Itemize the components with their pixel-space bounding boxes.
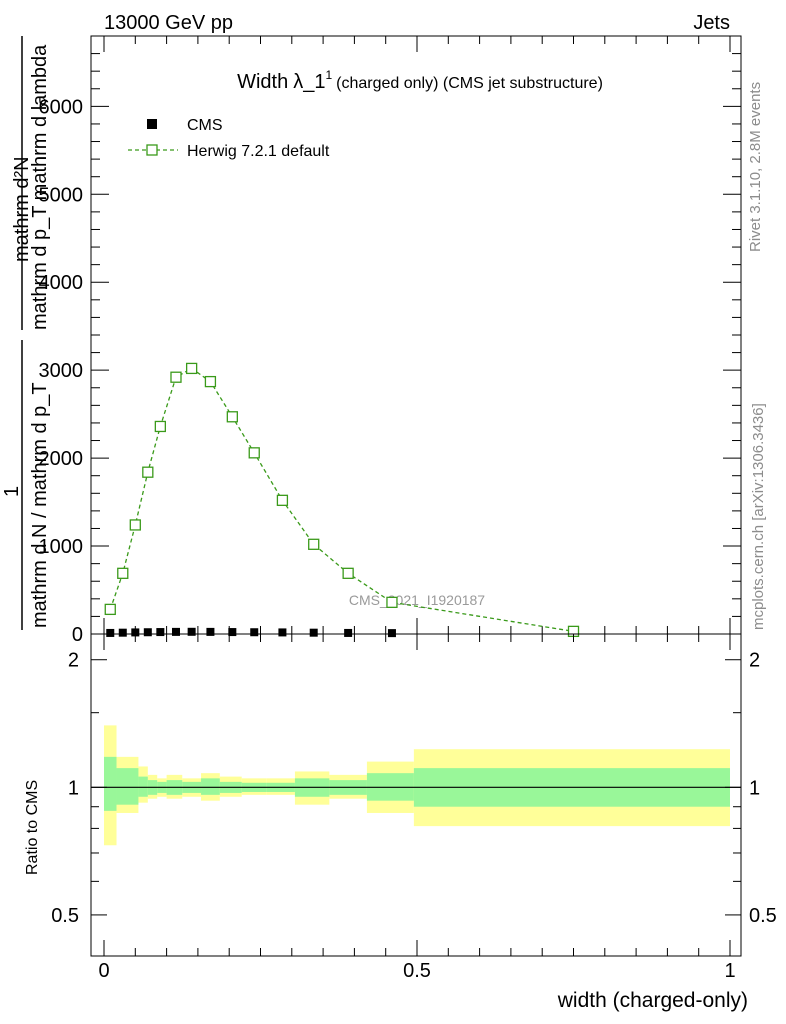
herwig-point (226, 411, 238, 423)
analysis-watermark: CMS_2021_I1920187 (349, 592, 485, 608)
herwig-point (117, 567, 129, 579)
ratio-bands (104, 725, 730, 846)
legend-herwig-label: Herwig 7.2.1 default (187, 143, 330, 160)
title-lambda: λ_1 (293, 71, 325, 93)
cms-point (309, 628, 318, 637)
main-y-ticks: 0 1000 2000 3000 4000 5000 6000 (39, 35, 741, 646)
ratio-y-tick-label-right: 1 (749, 777, 760, 799)
ratio-y-tick-label-right: 0.5 (749, 905, 777, 927)
x-tick-label: 0 (98, 960, 109, 982)
title-sup: 1 (325, 68, 332, 82)
cms-point (171, 627, 180, 636)
ratio-y-tick-label: 2 (68, 650, 79, 672)
ratio-frame (90, 633, 742, 957)
cms-point (143, 628, 152, 637)
ratio-panel: 0.5 0.51 12 2 0 0.5 1 Ratio to CMS width (cha… (24, 633, 777, 1012)
herwig-point (204, 375, 217, 388)
cms-point (118, 628, 127, 637)
herwig-line (109, 367, 574, 633)
herwig-point (342, 567, 354, 579)
cms-point (187, 627, 196, 636)
herwig-point (248, 447, 260, 459)
ratio-inner-band (201, 778, 220, 795)
ratio-ylabel: Ratio to CMS (24, 780, 41, 875)
mcplots-label: mcplots.cern.ch [arXiv:1306.3436] (750, 403, 767, 630)
ratio-x-ticks: 0 0.5 1 (98, 634, 736, 982)
x-tick-label: 0.5 (403, 960, 431, 982)
cms-series (106, 627, 396, 638)
main-ylabel: mathrm d²N mathrm d p_T mathrm d lambda … (1, 36, 51, 630)
title-rest: (charged only) (CMS jet substructure) (336, 75, 603, 92)
header-right: Jets (693, 12, 730, 34)
herwig-point (308, 538, 320, 550)
herwig-point (154, 420, 166, 433)
x-tick-label: 1 (724, 960, 735, 982)
cms-point (250, 628, 259, 637)
ratio-y-ticks: 0.5 0.5 1 1 2 2 (51, 650, 777, 927)
ylabel-den-top: mathrm d p_T mathrm d lambda (29, 44, 51, 330)
header-left: 13000 GeV pp (104, 12, 233, 34)
chart-title: Width λ_11 (charged only) (CMS jet substru… (237, 68, 603, 93)
main-y-tick-label: 6000 (39, 96, 84, 118)
title-main: Width (237, 71, 288, 93)
ratio-y-tick-label: 0.5 (51, 905, 79, 927)
rivet-label: Rivet 3.1.10, 2.8M events (747, 82, 764, 252)
cms-point (387, 629, 396, 638)
main-panel: 0 1000 2000 3000 4000 5000 6000 CMS_2021_I1920… (39, 35, 742, 646)
cms-point (278, 628, 287, 637)
herwig-point (386, 596, 398, 608)
herwig-point (276, 494, 289, 506)
main-y-tick-label: 4000 (39, 272, 84, 294)
main-y-tick-label: 1000 (39, 536, 84, 558)
ratio-inner-band (116, 768, 139, 805)
cms-point (206, 627, 215, 636)
herwig-point (185, 362, 198, 375)
main-y-tick-label: 3000 (39, 360, 84, 382)
ylabel-num-one: 1 (1, 486, 23, 497)
herwig-point (129, 519, 141, 531)
cms-point (106, 628, 115, 637)
legend-herwig-marker (146, 144, 158, 156)
legend-cms-label: CMS (187, 117, 223, 134)
x-axis-label: width (charged-only) (557, 989, 748, 1012)
cms-point (228, 628, 237, 637)
cms-point (344, 628, 353, 637)
ratio-inner-band (138, 776, 148, 797)
cms-point (131, 628, 140, 637)
legend: CMS Herwig 7.2.1 default (128, 117, 330, 160)
herwig-point (142, 466, 154, 478)
legend-cms-marker (147, 119, 157, 129)
herwig-point (104, 603, 116, 616)
main-y-tick-label: 2000 (39, 448, 84, 470)
cms-point (156, 628, 165, 637)
ratio-y-tick-label-right: 2 (749, 650, 760, 672)
ylabel-den-outer: mathrm d N / mathrm d p_T (29, 382, 51, 628)
ratio-y-tick-label: 1 (68, 777, 79, 799)
herwig-series (104, 362, 580, 638)
herwig-point (170, 371, 182, 383)
main-y-tick-label: 5000 (39, 184, 84, 206)
ratio-inner-band (104, 756, 117, 811)
main-y-tick-label: 0 (72, 624, 83, 646)
